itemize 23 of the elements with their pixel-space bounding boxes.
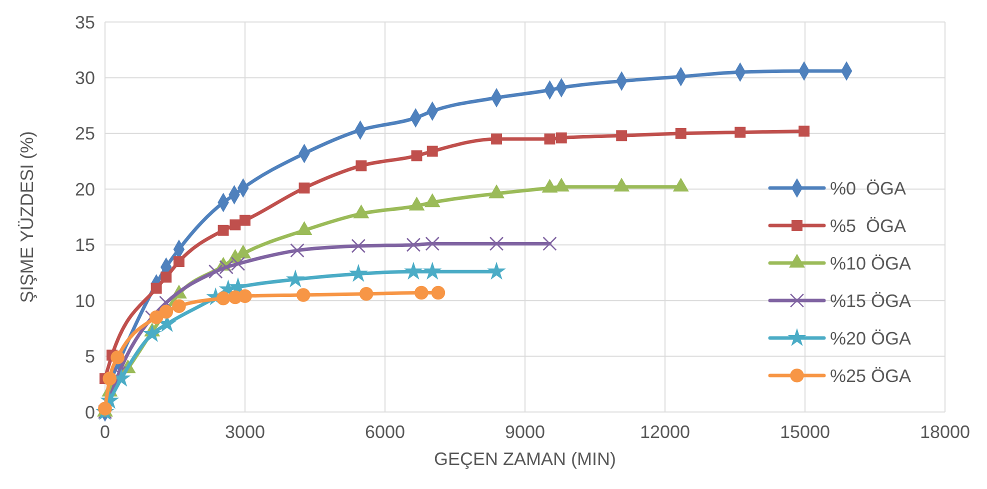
- legend-label: %5 ÖGA: [830, 216, 906, 236]
- y-tick-label: 20: [74, 179, 95, 200]
- y-tick-label: 25: [74, 124, 95, 144]
- legend-label: %10 ÖGA: [830, 253, 912, 274]
- x-tick-label: 12000: [640, 422, 690, 442]
- x-tick-label: 9000: [504, 422, 546, 442]
- legend-label: %0 ÖGA: [830, 178, 906, 198]
- y-tick-label: 30: [74, 68, 95, 88]
- y-tick-label: 0: [84, 402, 95, 422]
- x-tick-label: 18000: [920, 422, 970, 442]
- legend-label: %25 ÖGA: [830, 366, 912, 386]
- y-tick-label: 35: [74, 12, 95, 32]
- y-tick-label: 15: [74, 235, 95, 256]
- y-tick-label: 5: [84, 346, 95, 367]
- x-tick-label: 6000: [364, 422, 406, 442]
- x-tick-label: 0: [100, 422, 110, 442]
- y-axis-title: ŞIŞME YÜZDESI (%): [17, 131, 37, 303]
- y-tick-label: 10: [74, 290, 95, 311]
- x-tick-label: 3000: [224, 422, 266, 442]
- legend-label: %15 ÖGA: [830, 290, 912, 311]
- legend-label: %20 ÖGA: [830, 328, 912, 348]
- x-tick-label: 15000: [780, 422, 830, 442]
- x-axis-title: GEÇEN ZAMAN (MIN): [434, 449, 616, 469]
